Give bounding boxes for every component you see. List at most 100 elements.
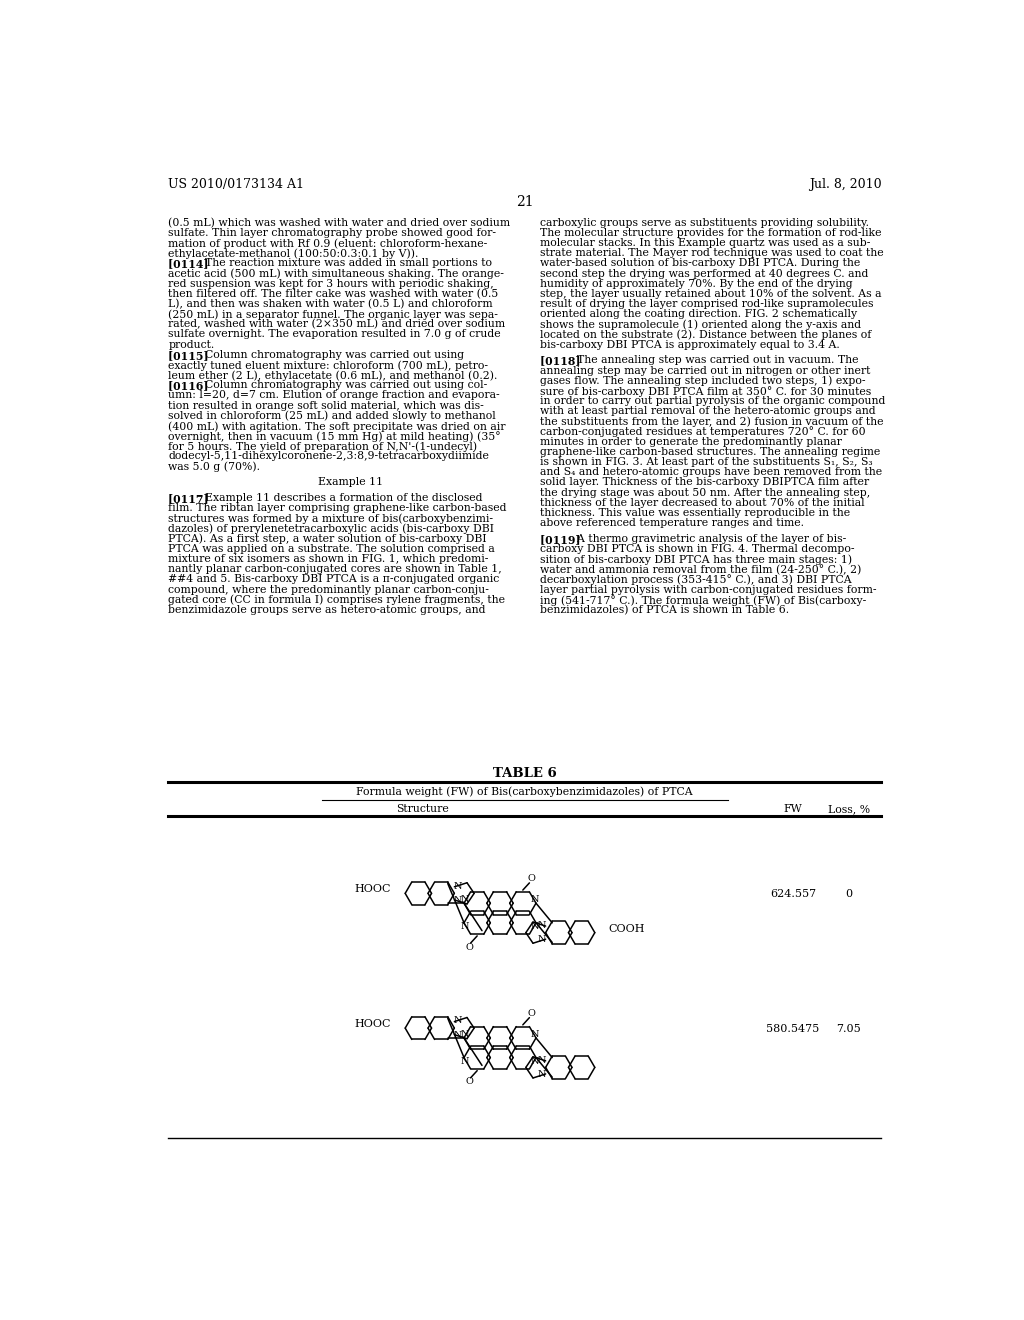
Text: [0114]: [0114] <box>168 259 213 269</box>
Text: N: N <box>454 1016 463 1026</box>
Text: is shown in FIG. 3. At least part of the substituents S₁, S₂, S₃: is shown in FIG. 3. At least part of the… <box>541 457 872 467</box>
Text: above referenced temperature ranges and time.: above referenced temperature ranges and … <box>541 517 804 528</box>
Text: solved in chloroform (25 mL) and added slowly to methanol: solved in chloroform (25 mL) and added s… <box>168 411 496 421</box>
Text: umn: l=20, d=7 cm. Elution of orange fraction and evapora-: umn: l=20, d=7 cm. Elution of orange fra… <box>168 391 500 400</box>
Text: exactly tuned eluent mixture: chloroform (700 mL), petro-: exactly tuned eluent mixture: chloroform… <box>168 360 488 371</box>
Text: sure of bis-carboxy DBI PTCA film at 350° C. for 30 minutes: sure of bis-carboxy DBI PTCA film at 350… <box>541 385 871 397</box>
Text: dodecyl-5,11-dihexylcoronene-2,3:8,9-tetracarboxydiimide: dodecyl-5,11-dihexylcoronene-2,3:8,9-tet… <box>168 451 489 462</box>
Text: N: N <box>461 895 469 904</box>
Text: COOH: COOH <box>608 924 645 933</box>
Text: [0116]: [0116] <box>168 380 213 391</box>
Text: solid layer. Thickness of the bis-carboxy DBIPTCA film after: solid layer. Thickness of the bis-carbox… <box>541 478 869 487</box>
Text: Loss, %: Loss, % <box>827 804 869 814</box>
Text: Formula weight (FW) of Bis(carboxybenzimidazoles) of PTCA: Formula weight (FW) of Bis(carboxybenzim… <box>356 785 693 796</box>
Text: structures was formed by a mixture of bis(carboxybenzimi-: structures was formed by a mixture of bi… <box>168 513 494 524</box>
Text: humidity of approximately 70%. By the end of the drying: humidity of approximately 70%. By the en… <box>541 279 853 289</box>
Text: N: N <box>538 921 546 929</box>
Text: the substituents from the layer, and 2) fusion in vacuum of the: the substituents from the layer, and 2) … <box>541 416 884 426</box>
Text: gases flow. The annealing step included two steps, 1) expo-: gases flow. The annealing step included … <box>541 376 866 387</box>
Text: annealing step may be carried out in nitrogen or other inert: annealing step may be carried out in nit… <box>541 366 870 376</box>
Text: Structure: Structure <box>396 804 449 814</box>
Text: A thermo gravimetric analysis of the layer of bis-: A thermo gravimetric analysis of the lay… <box>569 533 846 544</box>
Text: (0.5 mL) which was washed with water and dried over sodium: (0.5 mL) which was washed with water and… <box>168 218 510 228</box>
Text: water and ammonia removal from the film (24-250° C.), 2): water and ammonia removal from the film … <box>541 564 861 576</box>
Text: FW: FW <box>783 804 803 814</box>
Text: (250 mL) in a separator funnel. The organic layer was sepa-: (250 mL) in a separator funnel. The orga… <box>168 309 498 319</box>
Text: molecular stacks. In this Example quartz was used as a sub-: molecular stacks. In this Example quartz… <box>541 238 870 248</box>
Text: N: N <box>531 895 540 904</box>
Text: bis-carboxy DBI PTCA is approximately equal to 3.4 A.: bis-carboxy DBI PTCA is approximately eq… <box>541 339 840 350</box>
Text: minutes in order to generate the predominantly planar: minutes in order to generate the predomi… <box>541 437 842 446</box>
Text: gated core (CC in formula I) comprises rylene fragments, the: gated core (CC in formula I) comprises r… <box>168 595 505 606</box>
Text: oriented along the coating direction. FIG. 2 schematically: oriented along the coating direction. FI… <box>541 309 857 319</box>
Text: N: N <box>461 1057 469 1067</box>
Text: N: N <box>538 1056 546 1065</box>
Text: carbon-conjugated residues at temperatures 720° C. for 60: carbon-conjugated residues at temperatur… <box>541 426 866 437</box>
Text: L), and then was shaken with water (0.5 L) and chloroform: L), and then was shaken with water (0.5 … <box>168 300 493 309</box>
Text: in order to carry out partial pyrolysis of the organic compound: in order to carry out partial pyrolysis … <box>541 396 886 407</box>
Text: and S₄ and hetero-atomic groups have been removed from the: and S₄ and hetero-atomic groups have bee… <box>541 467 883 478</box>
Text: product.: product. <box>168 339 215 350</box>
Text: Column chromatography was carried out using col-: Column chromatography was carried out us… <box>198 380 487 391</box>
Text: 624.557: 624.557 <box>770 888 816 899</box>
Text: O: O <box>527 874 535 883</box>
Text: benzimidazole groups serve as hetero-atomic groups, and: benzimidazole groups serve as hetero-ato… <box>168 605 485 615</box>
Text: 0: 0 <box>845 888 852 899</box>
Text: layer partial pyrolysis with carbon-conjugated residues form-: layer partial pyrolysis with carbon-conj… <box>541 585 877 594</box>
Text: PTCA was applied on a substrate. The solution comprised a: PTCA was applied on a substrate. The sol… <box>168 544 495 554</box>
Text: The annealing step was carried out in vacuum. The: The annealing step was carried out in va… <box>569 355 858 366</box>
Text: N: N <box>531 1057 540 1067</box>
Text: [0117]: [0117] <box>168 494 213 504</box>
Text: N: N <box>454 882 463 891</box>
Text: HOOC: HOOC <box>354 884 391 895</box>
Text: Column chromatography was carried out using: Column chromatography was carried out us… <box>198 350 464 360</box>
Text: carboxy DBI PTCA is shown in FIG. 4. Thermal decompo-: carboxy DBI PTCA is shown in FIG. 4. The… <box>541 544 855 554</box>
Text: tion resulted in orange soft solid material, which was dis-: tion resulted in orange soft solid mater… <box>168 401 484 411</box>
Text: shows the supramolecule (1) oriented along the y-axis and: shows the supramolecule (1) oriented alo… <box>541 319 861 330</box>
Text: result of drying the layer comprised rod-like supramolecules: result of drying the layer comprised rod… <box>541 300 873 309</box>
Text: the drying stage was about 50 nm. After the annealing step,: the drying stage was about 50 nm. After … <box>541 487 870 498</box>
Text: N: N <box>531 923 540 931</box>
Text: film. The ribtan layer comprising graphene-like carbon-based: film. The ribtan layer comprising graphe… <box>168 503 507 513</box>
Text: O: O <box>465 942 473 952</box>
Text: Jul. 8, 2010: Jul. 8, 2010 <box>809 178 882 190</box>
Text: carboxylic groups serve as substituents providing solubility.: carboxylic groups serve as substituents … <box>541 218 869 227</box>
Text: N: N <box>531 1030 540 1039</box>
Text: sulfate. Thin layer chromatography probe showed good for-: sulfate. Thin layer chromatography probe… <box>168 228 497 238</box>
Text: mation of product with Rf 0.9 (eluent: chloroform-hexane-: mation of product with Rf 0.9 (eluent: c… <box>168 238 487 248</box>
Text: strate material. The Mayer rod technique was used to coat the: strate material. The Mayer rod technique… <box>541 248 884 259</box>
Text: step, the layer usually retained about 10% of the solvent. As a: step, the layer usually retained about 1… <box>541 289 882 298</box>
Text: compound, where the predominantly planar carbon-conju-: compound, where the predominantly planar… <box>168 585 489 594</box>
Text: US 2010/0173134 A1: US 2010/0173134 A1 <box>168 178 304 190</box>
Text: with at least partial removal of the hetero-atomic groups and: with at least partial removal of the het… <box>541 407 876 416</box>
Text: O: O <box>465 1077 473 1086</box>
Text: Example 11 describes a formation of the disclosed: Example 11 describes a formation of the … <box>198 494 482 503</box>
Text: decarboxylation process (353-415° C.), and 3) DBI PTCA: decarboxylation process (353-415° C.), a… <box>541 574 852 585</box>
Text: acetic acid (500 mL) with simultaneous shaking. The orange-: acetic acid (500 mL) with simultaneous s… <box>168 268 504 279</box>
Text: N: N <box>538 1071 546 1078</box>
Text: thickness. This value was essentially reproducible in the: thickness. This value was essentially re… <box>541 508 850 517</box>
Text: for 5 hours. The yield of preparation of N,N'-(1-undecyl): for 5 hours. The yield of preparation of… <box>168 441 477 451</box>
Text: 580.5475: 580.5475 <box>766 1023 819 1034</box>
Text: dazoles) of prerylenetetracarboxylic acids (bis-carboxy DBI: dazoles) of prerylenetetracarboxylic aci… <box>168 524 495 535</box>
Text: N: N <box>461 923 469 931</box>
Text: thickness of the layer decreased to about 70% of the initial: thickness of the layer decreased to abou… <box>541 498 865 508</box>
Text: ing (541-717° C.). The formula weight (FW) of Bis(carboxy-: ing (541-717° C.). The formula weight (F… <box>541 595 866 606</box>
Text: located on the substrate (2). Distance between the planes of: located on the substrate (2). Distance b… <box>541 330 871 341</box>
Text: PTCA). As a first step, a water solution of bis-carboxy DBI: PTCA). As a first step, a water solution… <box>168 533 487 544</box>
Text: was 5.0 g (70%).: was 5.0 g (70%). <box>168 462 260 473</box>
Text: N: N <box>454 896 463 906</box>
Text: mixture of six isomers as shown in FIG. 1, which predomi-: mixture of six isomers as shown in FIG. … <box>168 554 488 564</box>
Text: HOOC: HOOC <box>354 1019 391 1030</box>
Text: red suspension was kept for 3 hours with periodic shaking,: red suspension was kept for 3 hours with… <box>168 279 494 289</box>
Text: ##4 and 5. Bis-carboxy DBI PTCA is a π-conjugated organic: ##4 and 5. Bis-carboxy DBI PTCA is a π-c… <box>168 574 500 585</box>
Text: Example 11: Example 11 <box>317 478 383 487</box>
Text: nantly planar carbon-conjugated cores are shown in Table 1,: nantly planar carbon-conjugated cores ar… <box>168 564 502 574</box>
Text: [0119]: [0119] <box>541 533 585 545</box>
Text: leum ether (2 L), ethylacetate (0.6 mL), and methanol (0.2).: leum ether (2 L), ethylacetate (0.6 mL),… <box>168 370 498 380</box>
Text: 7.05: 7.05 <box>837 1023 861 1034</box>
Text: (400 mL) with agitation. The soft precipitate was dried on air: (400 mL) with agitation. The soft precip… <box>168 421 506 432</box>
Text: The reaction mixture was added in small portions to: The reaction mixture was added in small … <box>198 259 492 268</box>
Text: [0118]: [0118] <box>541 355 585 367</box>
Text: N: N <box>461 1030 469 1039</box>
